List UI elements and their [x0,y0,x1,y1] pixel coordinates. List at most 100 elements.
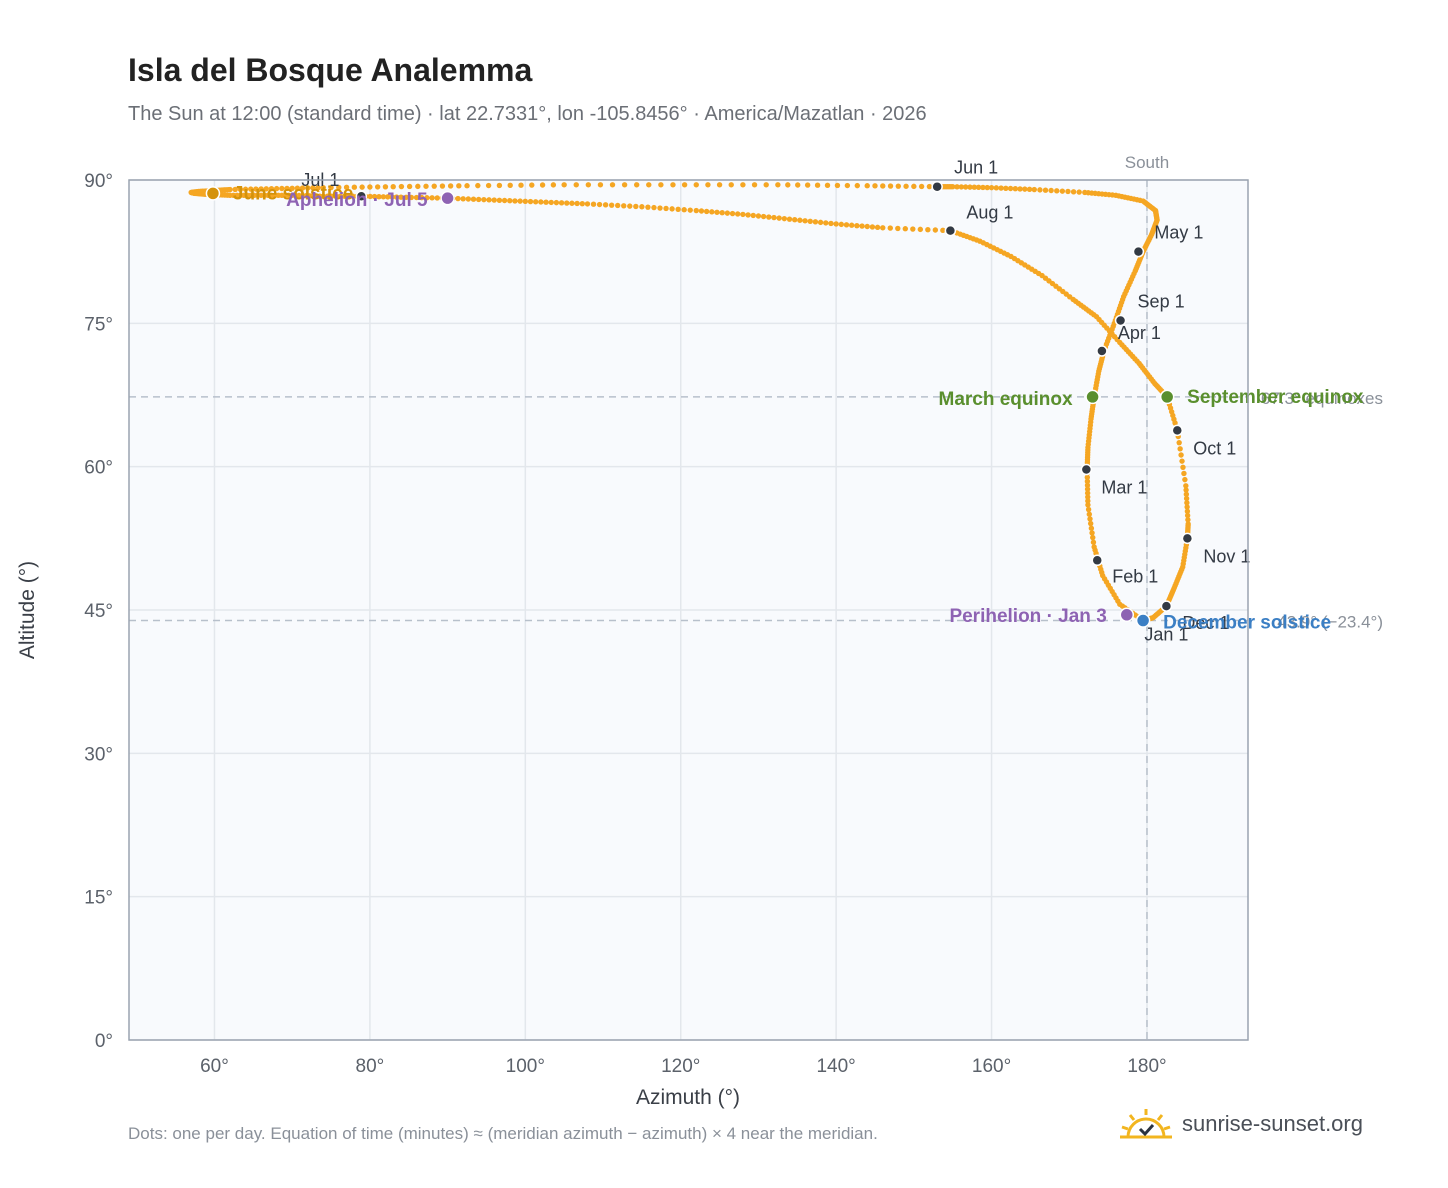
day-dot [475,182,481,189]
day-dot [465,196,472,202]
day-dot [305,185,311,191]
day-dot [854,182,860,189]
day-dot [940,227,946,234]
day-dot [336,184,342,191]
day-dot [539,182,546,188]
reference-line-label: 67.3° equinoxes [1261,389,1383,408]
day-dot [569,200,575,206]
day-dot [988,184,995,191]
event-marker [1159,389,1175,405]
chart-title: Isla del Bosque Analemma [128,52,533,88]
day-dot [776,215,782,221]
day-dot [864,183,870,189]
day-dot [1180,464,1186,471]
day-dot [771,214,777,221]
day-dot [962,184,969,190]
day-dot [675,206,681,213]
day-dot [745,212,751,218]
day-dot [408,194,415,201]
day-dot [385,194,391,200]
day-dot [507,182,513,189]
event-label: December solstice [1163,613,1331,634]
day-dot [1022,186,1028,192]
axis-ticks: 60° 80° 100° 120° 140° 160° 180° 0° 15° 30° 45° 60°… [84,171,1166,1077]
event-marker [1119,607,1135,623]
reference-lines: South 67.3° equinoxes 43.9° (−23.4°) [129,153,1383,1040]
day-dot [294,185,301,191]
day-dot [529,182,535,188]
day-dot [633,203,639,210]
day-dot [429,195,435,201]
day-dot [657,205,663,211]
day-dot [735,211,741,217]
day-dot [1086,511,1093,517]
day-dot [380,194,387,200]
day-dot [343,184,350,191]
day-dot [337,193,343,199]
day-dot [1090,539,1097,545]
day-dot [693,207,699,214]
day-dot [527,198,534,205]
day-dot [597,182,604,188]
day-dot [797,217,803,223]
day-dot [289,185,295,191]
day-dot [775,182,781,188]
day-dot [242,186,249,192]
day-dot [621,182,628,188]
day-dot [1084,478,1091,485]
month-marker [1091,554,1103,567]
day-dot [485,182,492,189]
day-dot [932,227,939,233]
day-dot [1031,186,1038,193]
day-dot [431,183,437,189]
day-dot [538,199,544,205]
month-label: Nov 1 [1203,546,1250,566]
day-dot [382,184,389,190]
day-dot [724,210,731,216]
day-dot [1181,470,1187,477]
day-dot [639,204,645,210]
day-dot [376,193,382,200]
day-dot [1183,491,1190,497]
day-dot [470,196,477,202]
day-dot [925,226,931,233]
day-dot [558,200,565,206]
day-dot [1183,487,1189,493]
x-axis-label: Azimuth (°) [636,1086,740,1109]
day-dot [975,184,982,191]
day-dot [633,182,640,188]
day-dot [751,182,758,188]
day-dot [703,208,710,215]
day-dot [1076,189,1082,195]
day-dot [548,199,554,206]
day-dot [1087,516,1093,522]
day-dot [550,182,557,188]
month-marker [355,190,368,202]
day-dot [785,182,791,188]
day-dot [864,223,870,230]
y-tick-label: 60° [84,458,113,479]
day-dot [705,182,711,188]
day-dot [1085,494,1091,500]
day-dot [273,185,280,192]
day-dot [1037,187,1043,193]
y-tick-label: 0° [95,1031,113,1052]
day-dot [760,213,767,220]
day-dot [681,207,687,213]
day-dot [602,202,609,208]
day-dot [844,182,851,189]
day-dot [455,195,461,202]
day-dot [833,221,839,227]
day-dot [669,206,675,212]
day-dot [1042,187,1049,193]
month-marker [1160,600,1173,612]
day-dot [579,200,585,207]
day-dot [585,182,592,188]
grid-lines [129,179,1248,1041]
brand[interactable]: sunrise-sunset.org [1120,1104,1363,1144]
day-dot [460,196,466,202]
day-dot [958,184,965,190]
y-tick-label: 90° [84,171,113,192]
